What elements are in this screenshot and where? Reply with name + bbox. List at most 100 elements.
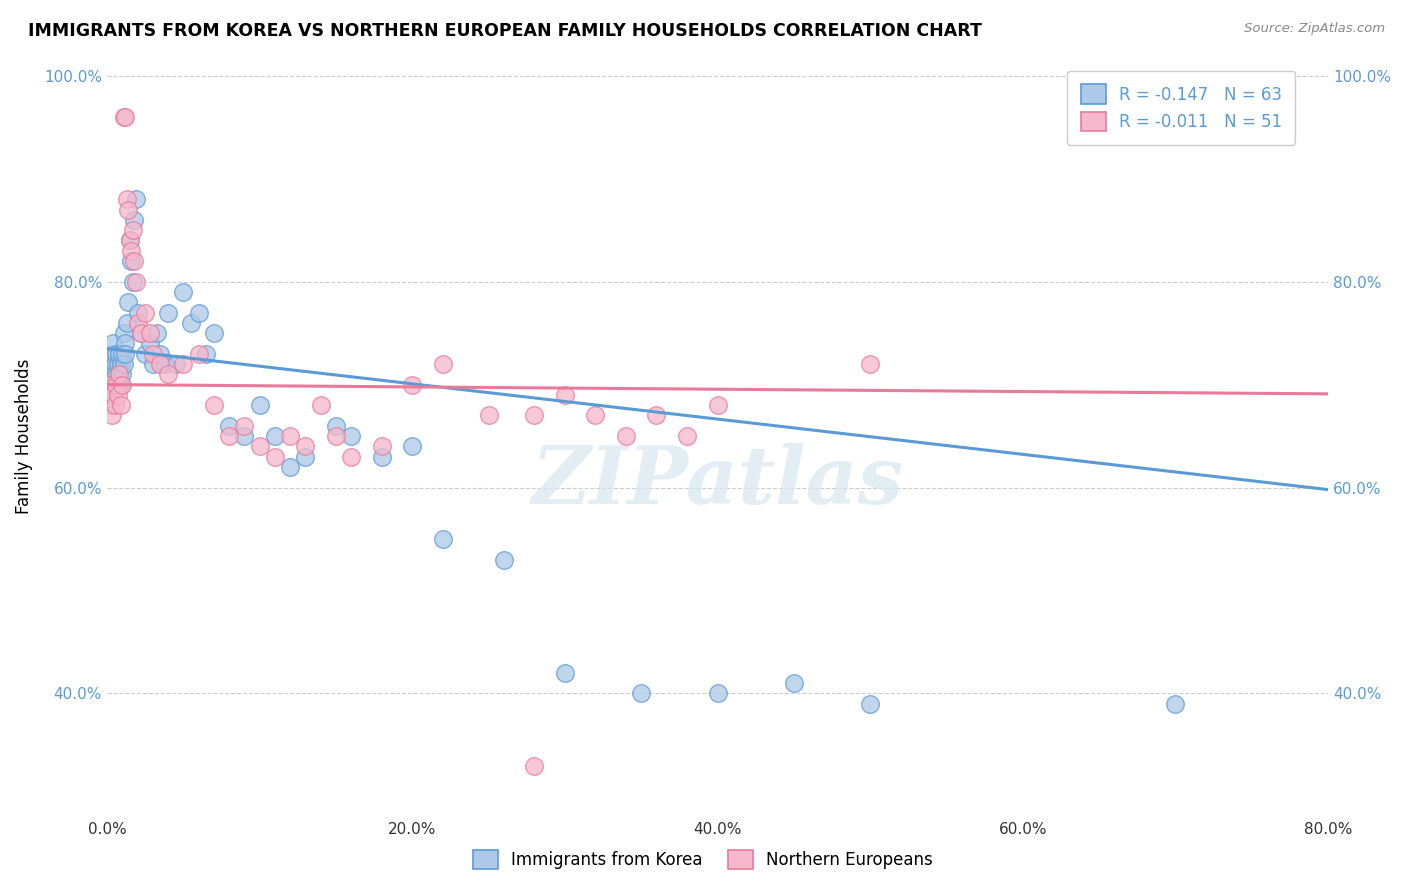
Point [294, 450, 316, 464]
Point [142, 357, 165, 371]
Point [104, 357, 127, 371]
Point [115, 192, 138, 206]
Point [278, 459, 301, 474]
Point [340, 450, 363, 464]
Point [645, 409, 668, 423]
Point [127, 316, 149, 330]
Point [108, 368, 131, 382]
Legend: R = -0.147   N = 63, R = -0.011   N = 51: R = -0.147 N = 63, R = -0.011 N = 51 [1067, 71, 1295, 145]
Point [187, 347, 209, 361]
Point [172, 285, 194, 299]
Point [105, 368, 128, 382]
Point [104, 377, 127, 392]
Point [142, 347, 165, 361]
Point [146, 326, 169, 340]
Text: Source: ZipAtlas.com: Source: ZipAtlas.com [1244, 22, 1385, 36]
Point [180, 316, 202, 330]
Point [111, 377, 134, 392]
Point [278, 429, 301, 443]
Point [125, 192, 148, 206]
Point [105, 347, 128, 361]
Point [124, 254, 146, 268]
Point [401, 377, 423, 392]
Point [157, 368, 180, 382]
Point [371, 439, 394, 453]
Point [783, 676, 806, 690]
Point [118, 234, 141, 248]
Point [129, 326, 152, 340]
Point [108, 347, 131, 361]
Point [325, 418, 347, 433]
Point [110, 377, 132, 392]
Point [401, 439, 423, 453]
Point [120, 254, 142, 268]
Point [340, 429, 363, 443]
Point [110, 357, 132, 371]
Point [583, 409, 606, 423]
Point [706, 686, 728, 700]
Point [114, 110, 136, 124]
Point [134, 347, 156, 361]
Point [233, 418, 256, 433]
Point [523, 758, 546, 772]
Point [108, 368, 131, 382]
Point [98, 357, 121, 371]
Point [157, 305, 180, 319]
Point [112, 326, 135, 340]
Text: IMMIGRANTS FROM KOREA VS NORTHERN EUROPEAN FAMILY HOUSEHOLDS CORRELATION CHART: IMMIGRANTS FROM KOREA VS NORTHERN EUROPE… [28, 22, 981, 40]
Point [859, 697, 882, 711]
Y-axis label: Family Households: Family Households [15, 359, 32, 514]
Point [264, 450, 287, 464]
Point [676, 429, 699, 443]
Point [122, 223, 145, 237]
Point [706, 398, 728, 412]
Point [149, 357, 172, 371]
Point [294, 439, 316, 453]
Point [124, 212, 146, 227]
Text: ZIPatlas: ZIPatlas [531, 443, 904, 521]
Point [432, 357, 454, 371]
Point [138, 326, 160, 340]
Point [120, 244, 142, 258]
Point [111, 368, 134, 382]
Point [165, 357, 187, 371]
Point [112, 110, 135, 124]
Point [107, 388, 129, 402]
Point [249, 398, 271, 412]
Point [114, 336, 136, 351]
Point [478, 409, 501, 423]
Point [264, 429, 287, 443]
Point [523, 409, 546, 423]
Point [100, 409, 122, 423]
Point [630, 686, 652, 700]
Point [127, 305, 149, 319]
Legend: Immigrants from Korea, Northern Europeans: Immigrants from Korea, Northern European… [463, 840, 943, 880]
Point [202, 326, 225, 340]
Point [371, 450, 394, 464]
Point [117, 202, 139, 217]
Point [129, 326, 152, 340]
Point [122, 275, 145, 289]
Point [614, 429, 637, 443]
Point [100, 347, 122, 361]
Point [325, 429, 347, 443]
Point [492, 552, 515, 566]
Point [101, 388, 124, 402]
Point [149, 347, 172, 361]
Point [138, 336, 160, 351]
Point [153, 357, 176, 371]
Point [554, 388, 576, 402]
Point [233, 429, 256, 443]
Point [1164, 697, 1187, 711]
Point [125, 275, 148, 289]
Point [309, 398, 332, 412]
Point [859, 357, 882, 371]
Point [118, 234, 141, 248]
Point [100, 388, 122, 402]
Point [134, 305, 156, 319]
Point [98, 377, 121, 392]
Point [554, 665, 576, 680]
Point [98, 398, 121, 412]
Point [218, 429, 240, 443]
Point [249, 439, 271, 453]
